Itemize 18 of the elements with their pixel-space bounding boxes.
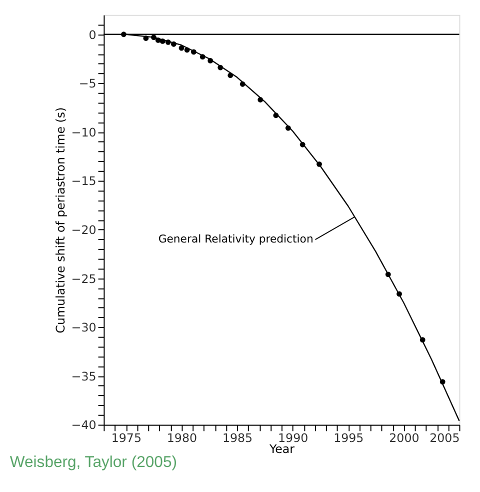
y-tick-label: −30: [71, 320, 96, 335]
y-tick-label: 0: [88, 28, 96, 42]
x-tick-label: 1995: [334, 431, 364, 446]
y-tick-label: −25: [71, 272, 96, 286]
annotation: General Relativity prediction: [158, 232, 314, 246]
x-tick-label: 1980: [166, 431, 198, 446]
x-tick-label: 2000: [389, 431, 420, 446]
x-tick-label: 1985: [222, 431, 253, 446]
y-tick-label: −15: [71, 174, 96, 188]
y-tick-label: −20: [71, 222, 96, 237]
y-axis-title: Cumulative shift of periastron time (s): [53, 107, 68, 334]
text: Weisberg, Taylor (2005): [10, 454, 177, 472]
y-tick-label: −10: [71, 125, 96, 140]
y-tick-label: −35: [71, 369, 96, 384]
x-tick-label: 1975: [111, 431, 142, 446]
x-tick-label: 2005: [430, 431, 460, 446]
y-tick-label: −5: [78, 76, 96, 91]
y-tick-label: −40: [71, 418, 96, 432]
